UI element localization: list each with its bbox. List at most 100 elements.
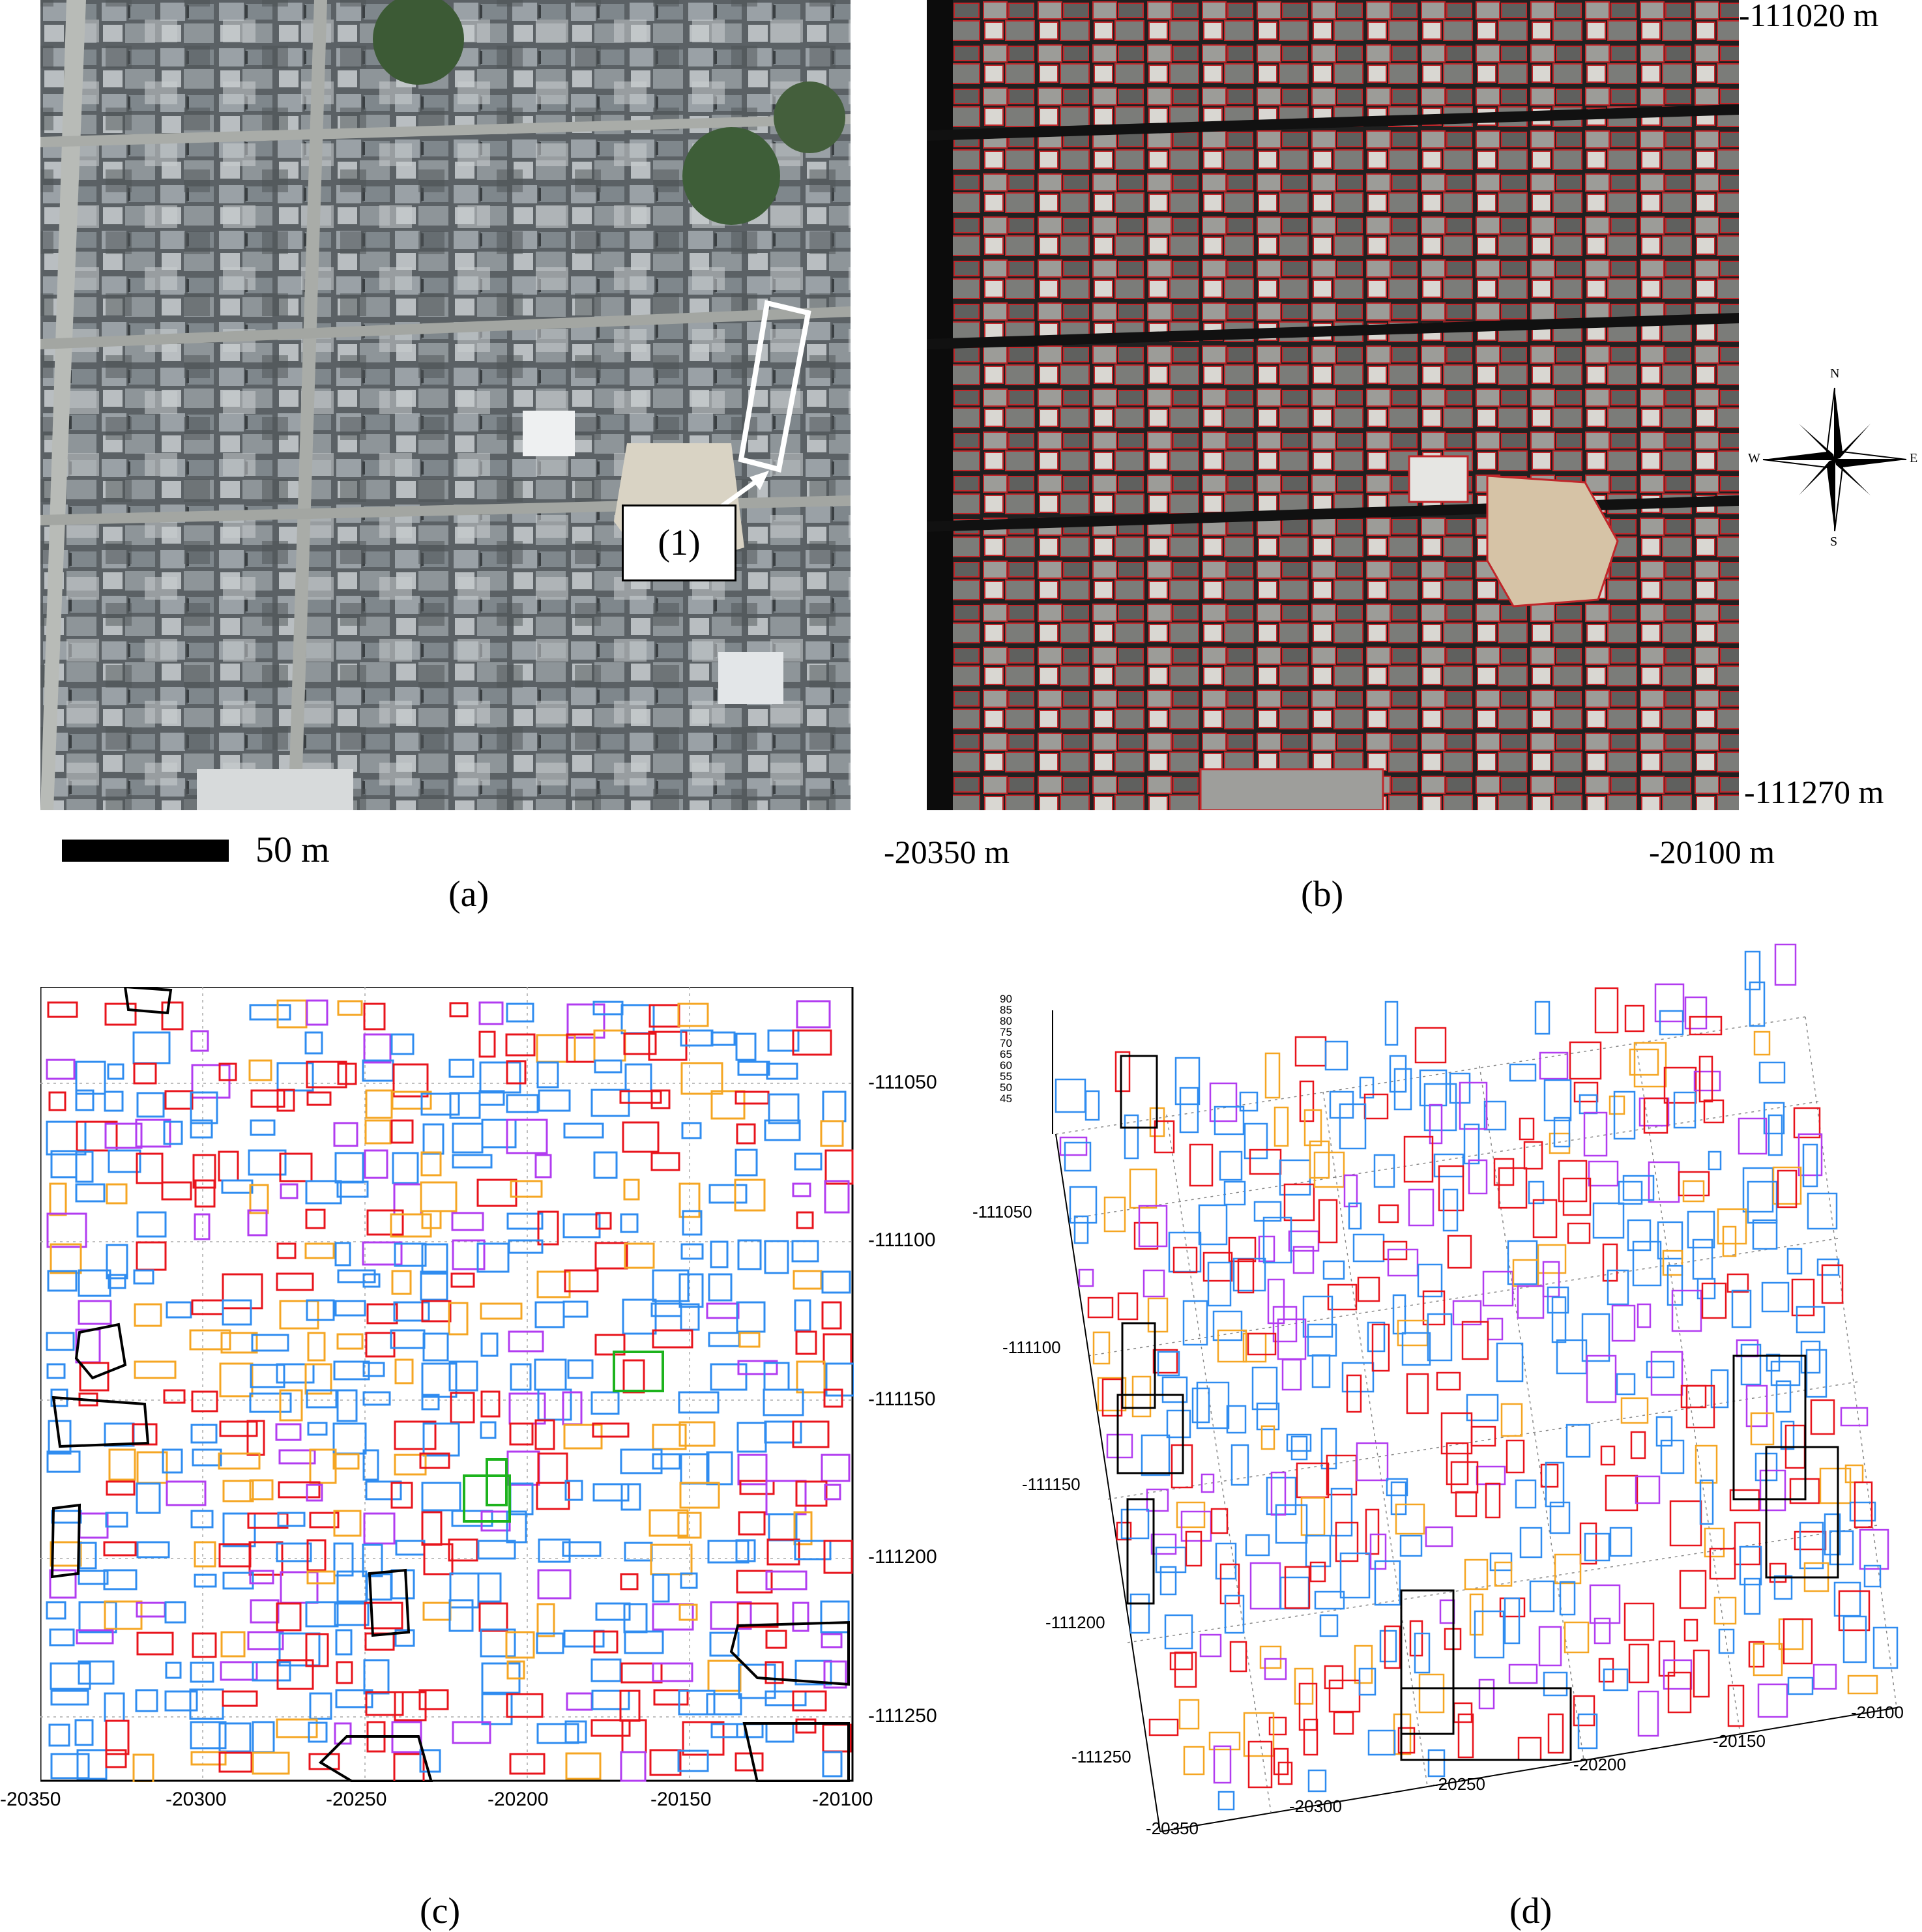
building-footprint: [192, 1632, 217, 1658]
building-footprint: [764, 1661, 784, 1684]
building-wireframe: [1401, 1332, 1431, 1366]
building-wireframe: [1786, 1248, 1803, 1275]
building-wireframe: [1600, 1445, 1616, 1466]
building-footprint: [249, 1004, 291, 1021]
building-footprint: [306, 1484, 323, 1502]
building-wireframe: [1632, 1240, 1662, 1287]
building-footprint: [218, 1062, 237, 1081]
panel-b-y-top: -111020 m: [1739, 0, 1879, 33]
segmentation-image: [927, 0, 1739, 810]
building-wireframe: [1324, 1665, 1344, 1690]
building-wireframe: [1384, 1001, 1399, 1046]
building-footprint: [105, 1512, 128, 1528]
building-footprint: [249, 1479, 274, 1500]
building-footprint: [508, 1239, 544, 1254]
panel-c-label: (c): [420, 1891, 461, 1931]
building-wireframe: [1821, 1264, 1844, 1304]
building-footprint: [49, 1628, 75, 1647]
compass-rose: N S E W: [1747, 366, 1922, 549]
building-footprint: [334, 1602, 370, 1626]
d-ytick: -111100: [1002, 1338, 1061, 1357]
building-wireframe: [1810, 1399, 1835, 1435]
building-wireframe: [1212, 1310, 1243, 1341]
building-footprint: [681, 1122, 702, 1139]
building-wireframe: [1637, 1690, 1659, 1737]
building-footprint: [708, 1273, 733, 1302]
building-footprint: [620, 1751, 647, 1782]
building-footprint: [362, 1544, 383, 1577]
building-footprint: [821, 1454, 851, 1482]
building-footprint: [824, 1149, 854, 1185]
building-wireframe: [1504, 1597, 1521, 1645]
building-wireframe: [1277, 1761, 1293, 1785]
building-wireframe: [1748, 1641, 1765, 1668]
building-footprint: [332, 1453, 360, 1470]
building-wireframe: [1598, 1658, 1614, 1683]
building-wireframe: [1457, 1713, 1474, 1759]
building-wireframe: [1863, 1564, 1882, 1588]
wireframe-3d-graphic: [1052, 943, 1899, 1832]
building-footprint: [796, 1000, 831, 1029]
building-footprint: [563, 1122, 604, 1139]
building-footprint: [336, 1333, 364, 1350]
building-wireframe: [1374, 1560, 1401, 1606]
building-footprint: [277, 1512, 306, 1527]
building-footprint: [821, 1270, 851, 1294]
building-wireframe: [1703, 1099, 1725, 1124]
building-wireframe: [1629, 1048, 1659, 1076]
building-wireframe: [1302, 1295, 1333, 1338]
building-wireframe: [1620, 1397, 1649, 1424]
building-footprint: [448, 1302, 469, 1336]
building-wireframe: [1055, 1078, 1086, 1113]
building-footprint: [306, 1091, 332, 1106]
building-footprint: [536, 1632, 564, 1654]
building-wireframe: [1545, 1461, 1565, 1508]
building-wireframe: [1367, 1729, 1396, 1756]
building-footprint: [620, 1483, 641, 1511]
building-wireframe: [1673, 1091, 1696, 1129]
compass-s: S: [1830, 534, 1838, 549]
building-wireframe: [1483, 1100, 1507, 1131]
building-footprint: [276, 1542, 312, 1562]
building-footprint: [46, 1450, 81, 1473]
scale-bar-label: 50 m: [255, 830, 330, 870]
footprint-plot-graphic: [40, 987, 854, 1782]
building-wireframe: [1747, 1180, 1778, 1224]
building-wireframe: [1307, 1769, 1327, 1793]
building-footprint: [362, 1273, 381, 1288]
building-footprint: [308, 1753, 340, 1770]
building-wireframe: [1243, 1712, 1275, 1757]
building-wireframe: [1799, 1521, 1824, 1570]
building-footprint: [46, 1332, 75, 1351]
building-wireframe: [1859, 1529, 1889, 1570]
building-footprint: [107, 1063, 124, 1080]
building-footprint: [794, 1299, 811, 1332]
building-wireframe: [1247, 1740, 1273, 1789]
building-wireframe: [1496, 1342, 1524, 1383]
building-wireframe: [1169, 1652, 1193, 1671]
building-footprint: [420, 1270, 448, 1301]
building-footprint: [394, 1358, 414, 1384]
building-footprint: [792, 1182, 811, 1197]
building-wireframe: [1198, 1204, 1228, 1246]
building-footprint: [252, 1661, 291, 1682]
building-wireframe: [1124, 1114, 1139, 1160]
building-footprint: [678, 1690, 716, 1716]
building-footprint: [333, 1122, 358, 1147]
building-footprint: [194, 1179, 216, 1208]
building-wireframe: [1628, 1643, 1650, 1684]
building-footprint: [335, 1689, 373, 1708]
building-footprint: [791, 1240, 819, 1263]
building-footprint: [765, 1630, 787, 1649]
building-footprint: [218, 1751, 253, 1773]
building-footprint: [190, 1751, 227, 1766]
building-footprint: [509, 1753, 546, 1775]
building-wireframe: [1469, 1593, 1484, 1636]
building-footprint: [793, 1511, 813, 1545]
building-wireframe: [1464, 1559, 1489, 1590]
building-footprint: [536, 1270, 571, 1298]
building-wireframe: [1209, 1082, 1238, 1122]
building-footprint: [566, 1003, 605, 1039]
building-wireframe: [1745, 1384, 1768, 1427]
building-footprint: [249, 1570, 274, 1585]
